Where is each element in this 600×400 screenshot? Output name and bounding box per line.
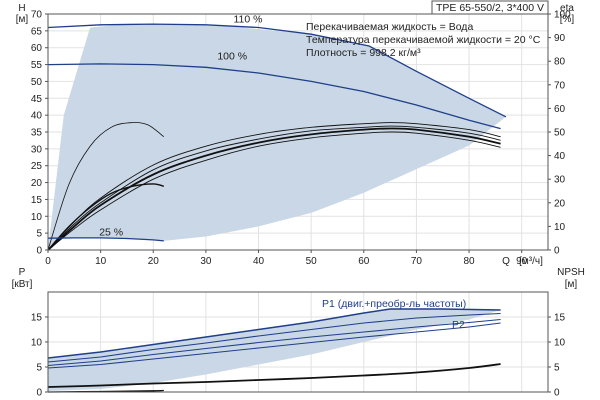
x-axis-symbol: Q: [502, 256, 510, 267]
power-axis-unit: [кВт]: [12, 279, 33, 290]
lower-plot: 0 5 10 15 0 5 10 15 P [кВт] NPSH [м] P1 (двиг.…: [12, 267, 585, 399]
y-tick-label: 40: [31, 111, 43, 122]
y-tick-label: 25: [31, 161, 43, 172]
power-curve: [47, 322, 501, 369]
head-curve-labels: 110 % 100 % 25 %: [99, 13, 262, 238]
info-line-density: Плотность = 998.2 кг/м³: [306, 47, 421, 59]
y2-tick-label: 60: [554, 104, 566, 115]
y2-tick-label: 20: [554, 198, 566, 209]
x-tick-label: 40: [253, 256, 265, 267]
npsh-curve: [47, 363, 501, 388]
head-curve-label: 100 %: [217, 51, 247, 63]
x-tick-label: 0: [45, 256, 51, 267]
y2-tick-label: 0: [554, 246, 560, 257]
x-tick-label: 60: [358, 256, 370, 267]
power-curve: [47, 308, 501, 359]
y2-axis-symbol: eta: [560, 3, 574, 14]
title-box: [431, 0, 549, 15]
lower-y2-ticks: 0 5 10 15: [548, 313, 566, 399]
head-curve: [47, 63, 501, 130]
x-tick-label: 50: [306, 256, 318, 267]
info-line-fluid: Перекачиваемая жидкость = Вода: [306, 21, 473, 33]
lower-y-ticks: 0 5 10 15: [31, 313, 48, 399]
y2-tick-label: 70: [554, 80, 566, 91]
y-tick-label: 60: [31, 43, 43, 54]
chart-title: TPE 65-550/2, 3*400 V: [436, 2, 544, 14]
y-tick-label: 30: [31, 144, 43, 155]
y2-tick-label: 10: [554, 222, 566, 233]
y-tick-label: 35: [31, 128, 43, 139]
power-curve: [47, 312, 501, 363]
y2-tick-label: 30: [554, 175, 566, 186]
y-axis-symbol: H: [18, 3, 25, 14]
y2-axis-unit: [%]: [560, 14, 575, 25]
efficiency-curve: [47, 122, 501, 251]
power-tick-label: 10: [31, 338, 43, 349]
upper-y-ticks: 0 5 10 15 20 25 30 35 40 45 50 55 60 65 70: [31, 10, 48, 257]
info-line-temperature: Температура перекачиваемой жидкости = 20…: [306, 34, 541, 46]
npsh-tick-label: 5: [554, 363, 560, 374]
x-tick-label: 20: [148, 256, 160, 267]
power-axis-symbol: P: [19, 267, 26, 278]
efficiency-curves: [47, 122, 501, 251]
y2-tick-label: 80: [554, 57, 566, 68]
power-curves: [47, 308, 501, 369]
x-tick-label: 30: [200, 256, 212, 267]
head-curve-label: 25 %: [99, 227, 123, 239]
power-tick-label: 5: [36, 363, 42, 374]
y-tick-label: 5: [36, 229, 42, 240]
head-curve: [47, 23, 507, 118]
x-tick-label: 70: [411, 256, 423, 267]
head-curve: [47, 237, 164, 242]
npsh-tick-label: 15: [554, 313, 566, 324]
x-tick-label: 10: [95, 256, 107, 267]
upper-plot: 0 10 20 30 40 50 60 70 80 90 0 5 10 15 20 25 30 35 40 45 50…: [16, 0, 575, 267]
upper-y2-ticks: 0 10 20 30 40 50 60 70 80 90 100: [548, 10, 571, 257]
p1-series-label: P1 (двиг.+преобр-ль частоты): [322, 298, 466, 310]
power-curve: [47, 318, 501, 367]
npsh-tick-label: 0: [554, 388, 560, 399]
y-tick-label: 45: [31, 94, 43, 105]
y-tick-label: 70: [31, 10, 43, 21]
power-tick-label: 15: [31, 313, 43, 324]
efficiency-curve: [47, 122, 165, 251]
y-axis-unit: [м]: [16, 14, 29, 25]
npsh-axis-unit: [м]: [565, 279, 578, 290]
head-curves: [47, 23, 507, 242]
npsh-axis-symbol: NPSH: [557, 267, 585, 278]
efficiency-curve: [47, 131, 501, 251]
y-tick-label: 15: [31, 195, 43, 206]
p2-series-label: P2: [452, 319, 465, 331]
y2-tick-label: 40: [554, 151, 566, 162]
x-tick-label: 90: [516, 256, 528, 267]
y2-tick-label: 90: [554, 33, 566, 44]
x-axis-unit: [м³/ч]: [519, 256, 543, 267]
efficiency-curve: [47, 125, 501, 251]
power-tick-label: 0: [36, 388, 42, 399]
y-tick-label: 50: [31, 77, 43, 88]
y-tick-label: 0: [36, 246, 42, 257]
efficiency-curve: [47, 183, 164, 251]
head-curve-label: 110 %: [234, 13, 263, 25]
x-tick-label: 80: [463, 256, 475, 267]
upper-operating-range: [48, 24, 506, 250]
npsh-tick-label: 10: [554, 338, 566, 349]
y-tick-label: 55: [31, 60, 43, 71]
upper-x-ticks: 0 10 20 30 40 50 60 70 80 90: [45, 250, 528, 267]
efficiency-curve: [47, 127, 501, 251]
y2-tick-label: 50: [554, 128, 566, 139]
y2-tick-label: 100: [554, 10, 571, 21]
y-tick-label: 65: [31, 26, 43, 37]
y-tick-label: 10: [31, 212, 43, 223]
y-tick-label: 20: [31, 178, 43, 189]
